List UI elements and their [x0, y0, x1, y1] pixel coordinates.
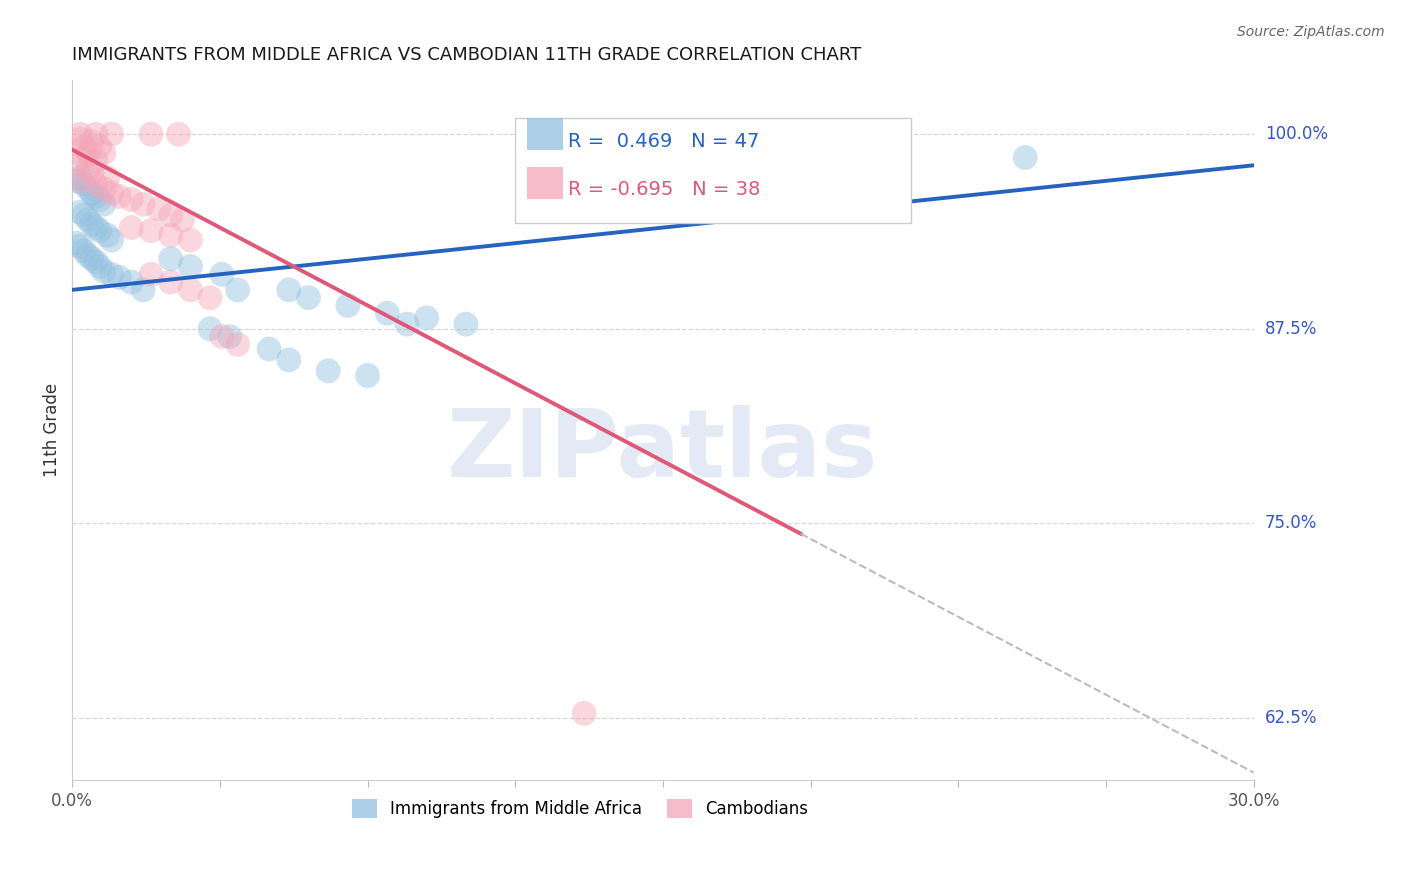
Y-axis label: 11th Grade: 11th Grade: [44, 383, 60, 477]
Text: 75.0%: 75.0%: [1265, 515, 1317, 533]
Text: 100.0%: 100.0%: [1265, 125, 1327, 143]
Point: [93, 145, 115, 160]
Point: [139, 267, 162, 281]
Point: [73, 139, 96, 153]
FancyBboxPatch shape: [527, 119, 562, 150]
Point: [73, 177, 96, 191]
Point: [148, 202, 170, 216]
Point: [139, 127, 162, 141]
Point: [89, 139, 111, 153]
Point: [132, 283, 155, 297]
Point: [198, 322, 221, 336]
Point: [167, 127, 190, 141]
Point: [108, 270, 131, 285]
Point: [179, 260, 201, 274]
Point: [97, 170, 120, 185]
Point: [211, 329, 233, 343]
Point: [211, 267, 233, 281]
Point: [218, 329, 240, 343]
Point: [120, 220, 142, 235]
Point: [77, 181, 100, 195]
Point: [336, 298, 359, 312]
Legend: Immigrants from Middle Africa, Cambodians: Immigrants from Middle Africa, Cambodian…: [346, 792, 815, 824]
Point: [572, 706, 595, 721]
Point: [395, 317, 418, 331]
Point: [80, 218, 103, 232]
Point: [84, 255, 107, 269]
Point: [73, 208, 96, 222]
Point: [89, 260, 111, 274]
Point: [172, 212, 194, 227]
Point: [100, 127, 122, 141]
Point: [89, 224, 111, 238]
Point: [89, 193, 111, 207]
Point: [77, 145, 100, 160]
Point: [375, 306, 398, 320]
Point: [159, 252, 181, 266]
Point: [93, 264, 115, 278]
Point: [69, 170, 91, 185]
Point: [73, 151, 96, 165]
Point: [69, 127, 91, 141]
Point: [93, 181, 115, 195]
Point: [80, 135, 103, 149]
Point: [226, 283, 249, 297]
Point: [454, 317, 477, 331]
Point: [100, 233, 122, 247]
Point: [80, 252, 103, 266]
Point: [120, 275, 142, 289]
Point: [120, 193, 142, 207]
Point: [84, 127, 107, 141]
Text: Source: ZipAtlas.com: Source: ZipAtlas.com: [1237, 25, 1385, 39]
Point: [65, 158, 87, 172]
Point: [1014, 151, 1036, 165]
Text: 62.5%: 62.5%: [1265, 709, 1317, 727]
Point: [226, 337, 249, 351]
Text: IMMIGRANTS FROM MIDDLE AFRICA VS CAMBODIAN 11TH GRADE CORRELATION CHART: IMMIGRANTS FROM MIDDLE AFRICA VS CAMBODI…: [72, 46, 862, 64]
FancyBboxPatch shape: [515, 119, 911, 223]
Point: [415, 310, 437, 325]
Point: [84, 177, 107, 191]
Text: R =  0.469   N = 47: R = 0.469 N = 47: [568, 132, 759, 152]
Point: [80, 186, 103, 201]
Point: [69, 205, 91, 219]
Point: [159, 275, 181, 289]
Point: [277, 352, 299, 367]
Point: [132, 197, 155, 211]
Text: 87.5%: 87.5%: [1265, 319, 1317, 338]
Point: [65, 236, 87, 251]
Point: [84, 220, 107, 235]
Point: [108, 189, 131, 203]
Point: [77, 212, 100, 227]
Point: [277, 283, 299, 297]
Point: [257, 342, 280, 356]
Point: [179, 283, 201, 297]
Point: [100, 186, 122, 201]
Point: [139, 224, 162, 238]
Text: R = -0.695   N = 38: R = -0.695 N = 38: [568, 180, 761, 199]
Point: [97, 228, 120, 243]
Point: [73, 244, 96, 258]
Point: [77, 249, 100, 263]
Point: [356, 368, 378, 383]
Point: [93, 197, 115, 211]
Point: [69, 174, 91, 188]
Point: [159, 208, 181, 222]
Point: [179, 233, 201, 247]
Point: [80, 166, 103, 180]
Point: [84, 153, 107, 168]
Text: ZIPatlas: ZIPatlas: [447, 405, 879, 497]
Point: [84, 189, 107, 203]
FancyBboxPatch shape: [527, 167, 562, 199]
Point: [297, 291, 319, 305]
Point: [69, 239, 91, 253]
Point: [159, 228, 181, 243]
Point: [692, 174, 714, 188]
Point: [69, 132, 91, 146]
Point: [198, 291, 221, 305]
Point: [77, 161, 100, 176]
Point: [65, 174, 87, 188]
Point: [316, 364, 339, 378]
Point: [100, 267, 122, 281]
